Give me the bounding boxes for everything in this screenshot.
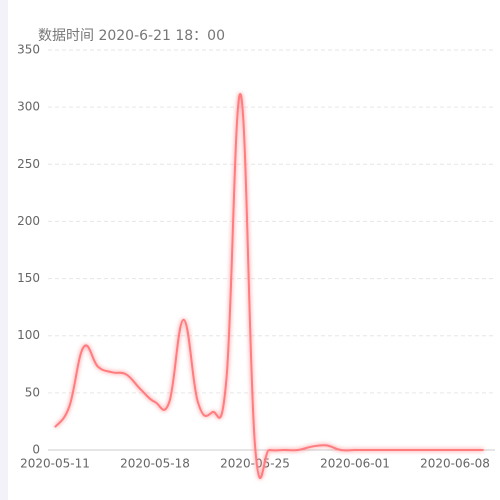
y-tick-label: 300 [17, 100, 40, 114]
data-line [54, 93, 484, 479]
y-tick-label: 100 [17, 328, 40, 342]
x-tick-label: 2020-05-18 [120, 457, 190, 471]
y-tick-label: 50 [25, 385, 40, 399]
x-tick-label: 2020-06-01 [320, 457, 390, 471]
y-tick-label: 200 [17, 214, 40, 228]
x-tick-label: 2020-06-08 [420, 457, 490, 471]
x-tick-label: 2020-05-11 [20, 457, 90, 471]
y-tick-label: 350 [17, 43, 40, 57]
x-tick-label: 2020-05-25 [220, 457, 290, 471]
y-tick-label: 250 [17, 157, 40, 171]
chart-title: 数据时间 2020-6-21 18：00 [38, 28, 225, 44]
side-strip [0, 0, 8, 500]
y-tick-label: 150 [17, 271, 40, 285]
y-tick-label: 0 [32, 443, 40, 457]
